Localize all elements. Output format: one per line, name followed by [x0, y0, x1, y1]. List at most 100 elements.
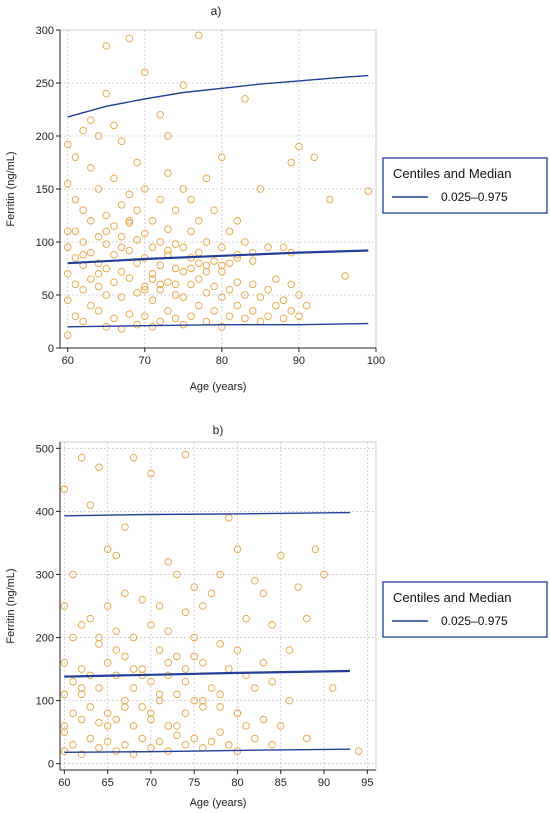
- data-point: [248, 280, 257, 289]
- data-point: [326, 195, 334, 204]
- x-tick-label: 60: [58, 777, 70, 789]
- data-point: [63, 296, 72, 305]
- data-point: [202, 238, 211, 246]
- data-point: [155, 737, 164, 746]
- data-point: [272, 275, 280, 283]
- data-point: [95, 744, 103, 752]
- data-point: [125, 219, 134, 227]
- data-point: [328, 684, 337, 692]
- data-point: [164, 722, 172, 730]
- data-point: [94, 282, 103, 291]
- data-point: [156, 285, 164, 294]
- data-point: [147, 621, 155, 629]
- data-point: [181, 450, 190, 459]
- data-point: [102, 227, 110, 236]
- data-point: [129, 722, 138, 730]
- scatter-points: [63, 31, 373, 340]
- data-point: [164, 659, 172, 667]
- data-point: [190, 633, 198, 642]
- data-point: [117, 201, 126, 209]
- data-point: [125, 310, 134, 318]
- data-point: [294, 583, 302, 591]
- data-point: [181, 665, 190, 673]
- data-point: [302, 614, 311, 623]
- x-tick-label: 75: [188, 777, 200, 789]
- data-point: [187, 227, 195, 236]
- data-point: [110, 174, 118, 183]
- data-point: [133, 158, 141, 167]
- data-point: [141, 312, 149, 320]
- data-point: [173, 570, 181, 579]
- data-point: [71, 153, 80, 161]
- data-point: [241, 95, 249, 103]
- data-point: [171, 264, 180, 273]
- x-axis-title: Age (years): [190, 381, 247, 393]
- data-point: [218, 323, 226, 331]
- centile-line: [64, 511, 351, 517]
- data-point: [171, 291, 180, 299]
- data-point: [87, 275, 95, 283]
- data-point: [141, 282, 149, 291]
- panel-label: a): [211, 4, 222, 18]
- data-point: [117, 267, 126, 276]
- data-point: [190, 734, 198, 743]
- x-tick-label: 90: [318, 777, 330, 789]
- data-point: [155, 646, 164, 654]
- data-point: [164, 169, 172, 177]
- data-point: [112, 747, 121, 755]
- y-tick-label: 50: [42, 290, 54, 302]
- data-point: [110, 121, 118, 130]
- axes: [56, 29, 377, 352]
- data-point: [112, 715, 121, 724]
- y-tick-label: 200: [36, 633, 54, 645]
- y-tick-label: 300: [36, 25, 54, 37]
- data-point: [79, 317, 87, 326]
- data-point: [171, 314, 180, 323]
- legend-title: Centiles and Median: [393, 166, 512, 181]
- data-point: [71, 280, 80, 289]
- y-tick-label: 200: [36, 131, 54, 143]
- data-point: [259, 715, 268, 724]
- data-point: [125, 34, 134, 43]
- x-tick-labels: 60 70 80 90 100: [62, 355, 386, 367]
- data-point: [121, 523, 129, 531]
- data-point: [302, 301, 311, 310]
- data-point: [141, 185, 149, 193]
- data-point: [279, 243, 288, 252]
- data-point: [164, 558, 172, 566]
- data-point: [156, 317, 164, 326]
- data-point: [285, 646, 294, 654]
- data-point: [179, 293, 188, 301]
- data-point: [179, 81, 188, 89]
- data-point: [103, 722, 112, 730]
- data-point: [141, 68, 149, 77]
- data-point: [256, 293, 265, 301]
- data-point: [110, 278, 118, 287]
- data-point: [63, 227, 72, 236]
- data-point: [112, 551, 121, 560]
- data-point: [241, 314, 249, 323]
- panel-label: b): [213, 423, 224, 437]
- x-tick-label: 90: [293, 355, 305, 367]
- data-point: [117, 293, 126, 301]
- data-point: [156, 261, 164, 270]
- data-point: [147, 715, 155, 724]
- data-point: [202, 174, 211, 183]
- y-axis-title: Ferritin (ng/mL): [5, 151, 17, 226]
- data-point: [69, 633, 77, 642]
- data-point: [129, 633, 138, 642]
- x-tick-labels: 60 65 70 75 80 85 90 95: [58, 777, 373, 789]
- data-point: [210, 257, 218, 265]
- data-point: [112, 627, 121, 635]
- data-point: [264, 312, 272, 320]
- data-point: [133, 289, 141, 297]
- data-point: [95, 684, 103, 692]
- data-point: [251, 734, 259, 743]
- data-point: [187, 195, 195, 204]
- data-point: [190, 652, 198, 661]
- data-point: [190, 583, 198, 591]
- data-point: [86, 501, 95, 509]
- data-point: [125, 190, 134, 199]
- data-point: [264, 243, 272, 252]
- data-point: [69, 677, 77, 686]
